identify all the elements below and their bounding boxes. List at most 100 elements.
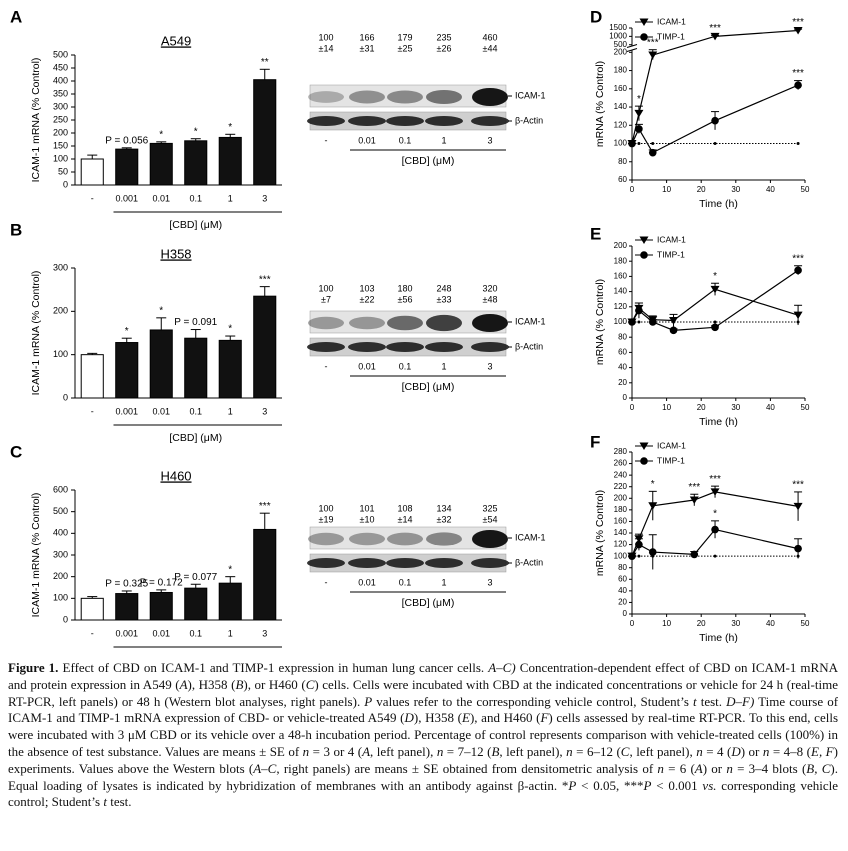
y-tick-label: 40 — [618, 586, 627, 595]
caption-text: B — [235, 676, 244, 692]
x-tick-label: 10 — [662, 403, 671, 412]
y-tick-label: 280 — [614, 447, 628, 456]
y-tick-label: 200 — [614, 47, 628, 56]
densitometry-value: 460 — [482, 32, 497, 42]
x-tick-label: 0 — [630, 185, 635, 194]
caption-text: ) or — [702, 760, 727, 776]
marker — [713, 142, 717, 146]
icam-band — [308, 316, 344, 330]
y-tick-label: 100 — [53, 349, 68, 359]
actin-band — [348, 342, 386, 352]
y-tick-label: 200 — [614, 493, 628, 502]
x-tick-label: 0 — [630, 403, 635, 412]
marker — [648, 148, 657, 157]
significance-label: * — [159, 129, 163, 140]
actin-band — [307, 558, 345, 568]
marker — [651, 554, 655, 558]
y-tick-label: 120 — [614, 120, 628, 129]
marker — [639, 236, 649, 244]
actin-band — [471, 116, 509, 126]
marker — [796, 554, 800, 558]
caption-text: test. — [106, 794, 132, 810]
marker — [637, 142, 641, 146]
actin-band — [425, 116, 463, 126]
lane-label: 0.01 — [358, 577, 376, 587]
actin-band — [425, 558, 463, 568]
marker — [794, 81, 802, 89]
marker — [640, 457, 648, 465]
icam-band — [472, 530, 508, 548]
x-tick-label: 20 — [697, 185, 706, 194]
marker — [794, 266, 802, 275]
significance-label: * — [651, 479, 655, 490]
bar — [115, 342, 139, 399]
y-tick-label: 160 — [614, 517, 628, 526]
x-axis-label: [CBD] (μM) — [169, 654, 222, 655]
caption-text: , left panel), — [629, 743, 697, 759]
caption-text: ), or H460 ( — [243, 676, 306, 692]
caption-text: D — [731, 743, 741, 759]
bar — [218, 339, 242, 399]
densitometry-value: 235 — [436, 32, 451, 42]
y-tick-label: 500 — [53, 49, 68, 59]
marker — [635, 306, 643, 315]
y-tick-label: 140 — [614, 287, 628, 296]
lane-label: 1 — [441, 577, 446, 587]
densitometry-error: ±26 — [437, 43, 452, 53]
bar — [218, 136, 242, 186]
caption-text: ) cells assessed by real-time RT-PCR. To… — [8, 710, 838, 759]
caption-text: n — [436, 743, 444, 759]
x-tick-label: - — [91, 406, 94, 416]
caption-text: A–C) — [488, 660, 516, 675]
caption-text: , left panel), — [499, 743, 567, 759]
densitometry-value: 180 — [397, 283, 412, 293]
y-tick-label: 80 — [618, 157, 627, 166]
icam-band — [308, 532, 344, 546]
y-tick-label: 100 — [53, 593, 68, 603]
actin-band — [348, 116, 386, 126]
y-tick-label: 40 — [618, 363, 627, 372]
y-tick-label: 140 — [614, 102, 628, 111]
caption-text: E, F — [811, 743, 834, 759]
densitometry-error: ±44 — [483, 43, 498, 53]
marker — [793, 27, 803, 35]
y-tick-label: 500 — [614, 40, 628, 49]
x-tick-label: 3 — [262, 406, 267, 416]
significance-label: *** — [688, 482, 700, 493]
y-tick-label: 250 — [53, 114, 68, 124]
caption-text: n — [762, 743, 770, 759]
y-tick-label: 80 — [618, 563, 627, 572]
densitometry-error: ±33 — [437, 294, 452, 304]
y-tick-label: 180 — [614, 66, 628, 75]
caption-text: = 6–12 ( — [572, 743, 621, 759]
significance-label: * — [194, 126, 198, 137]
y-tick-label: 120 — [614, 540, 628, 549]
y-tick-label: 300 — [53, 262, 68, 272]
x-tick-label: 1 — [228, 628, 233, 638]
significance-label: *** — [709, 23, 721, 34]
y-tick-label: 0 — [63, 179, 68, 189]
y-tick-label: 0 — [623, 393, 628, 402]
caption-text: D — [404, 710, 414, 726]
lane-label: 0.1 — [399, 577, 412, 587]
band-label: ICAM-1 — [515, 532, 546, 542]
actin-band — [348, 558, 386, 568]
densitometry-value: 320 — [482, 283, 497, 293]
y-tick-label: 160 — [614, 272, 628, 281]
significance-label: *** — [792, 68, 804, 79]
legend-label: ICAM-1 — [657, 16, 686, 26]
caption-text: = 7–12 ( — [443, 743, 492, 759]
marker — [692, 554, 696, 558]
caption-text: ) or — [740, 743, 763, 759]
marker — [711, 116, 719, 125]
marker — [669, 326, 678, 335]
lane-label: 0.01 — [358, 135, 376, 145]
caption-text: = 4–8 ( — [769, 743, 811, 759]
x-tick-label: 0.001 — [115, 628, 138, 638]
icam-band — [426, 314, 462, 332]
marker — [713, 554, 717, 558]
y-tick-label: 300 — [53, 101, 68, 111]
lane-label: - — [325, 361, 328, 371]
lane-label: 1 — [441, 361, 446, 371]
bar — [80, 597, 104, 621]
